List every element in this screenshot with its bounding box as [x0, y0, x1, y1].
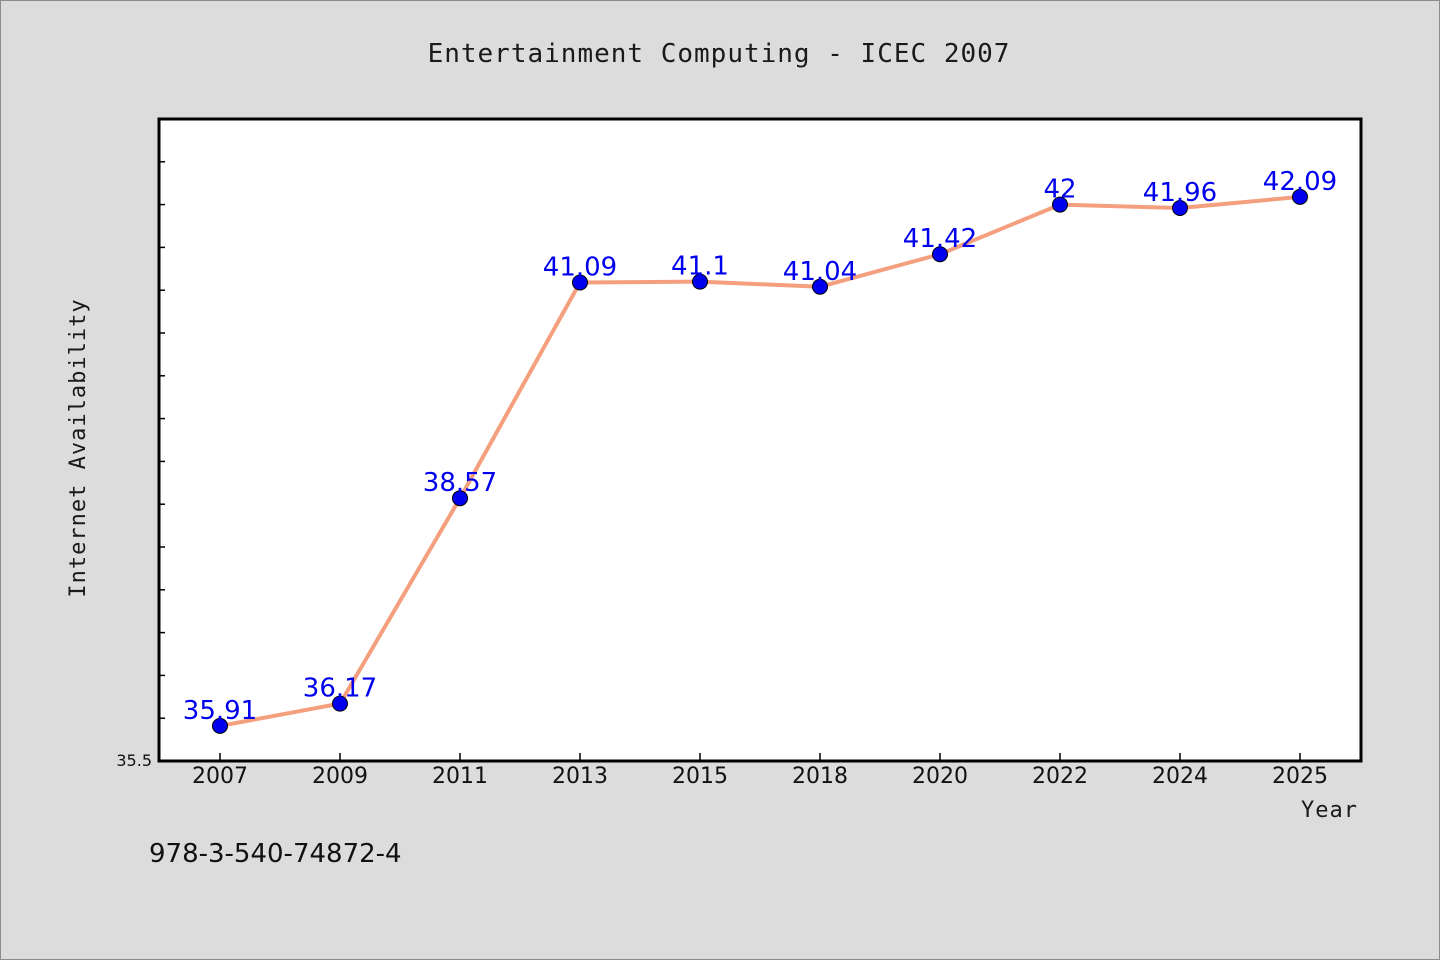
- data-label: 41.42: [903, 224, 977, 254]
- footer-isbn: 978-3-540-74872-4: [149, 839, 402, 869]
- x-tick-label: 2013: [552, 764, 608, 789]
- x-tick-label: 2011: [432, 764, 488, 789]
- y-axis-ticks: [159, 161, 165, 719]
- data-point: [1292, 188, 1308, 205]
- x-tick-label: 2009: [312, 764, 368, 789]
- chart-title: Entertainment Computing - ICEC 2007: [428, 39, 1011, 69]
- data-label: 38.57: [423, 468, 497, 498]
- data-point: [452, 490, 468, 507]
- data-point: [1052, 196, 1068, 213]
- data-point: [932, 246, 948, 263]
- x-tick-label: 2020: [912, 764, 968, 789]
- data-label: 41.96: [1143, 178, 1217, 208]
- y-axis-label: Internet Availability: [66, 298, 91, 597]
- data-label: 35.91: [183, 696, 257, 726]
- data-point: [1172, 200, 1188, 217]
- series-line-group: [218, 194, 1302, 728]
- data-label: 36.17: [303, 674, 377, 704]
- y-tick-label: 35.5: [116, 751, 152, 770]
- data-label: 41.04: [783, 257, 857, 287]
- data-markers: [212, 188, 1308, 734]
- x-axis-label: Year: [1301, 798, 1358, 823]
- data-point: [812, 278, 828, 295]
- data-point: [332, 695, 348, 712]
- x-tick-label: 2015: [672, 764, 728, 789]
- x-tick-label: 2018: [792, 764, 848, 789]
- data-point: [692, 273, 708, 290]
- data-point: [212, 717, 228, 734]
- data-label: 42.09: [1263, 167, 1337, 197]
- data-labels: 35.91 36.17 38.57 41.09 41.1 41.04 41.42 42 41.9…: [183, 167, 1337, 726]
- x-axis-ticks: 2007 2009 2011 2013 2015 2018 2020 2022 2024 2025: [192, 753, 1328, 789]
- series-line: [218, 194, 1302, 728]
- x-tick-label: 2025: [1272, 764, 1328, 789]
- data-label: 41.09: [543, 252, 617, 282]
- x-tick-label: 2024: [1152, 764, 1208, 789]
- data-label: 41.1: [671, 252, 729, 282]
- x-tick-label: 2007: [192, 764, 248, 789]
- data-point: [572, 274, 588, 291]
- data-label: 42: [1043, 175, 1076, 205]
- x-tick-label: 2022: [1032, 764, 1088, 789]
- plot-area: [157, 117, 1363, 763]
